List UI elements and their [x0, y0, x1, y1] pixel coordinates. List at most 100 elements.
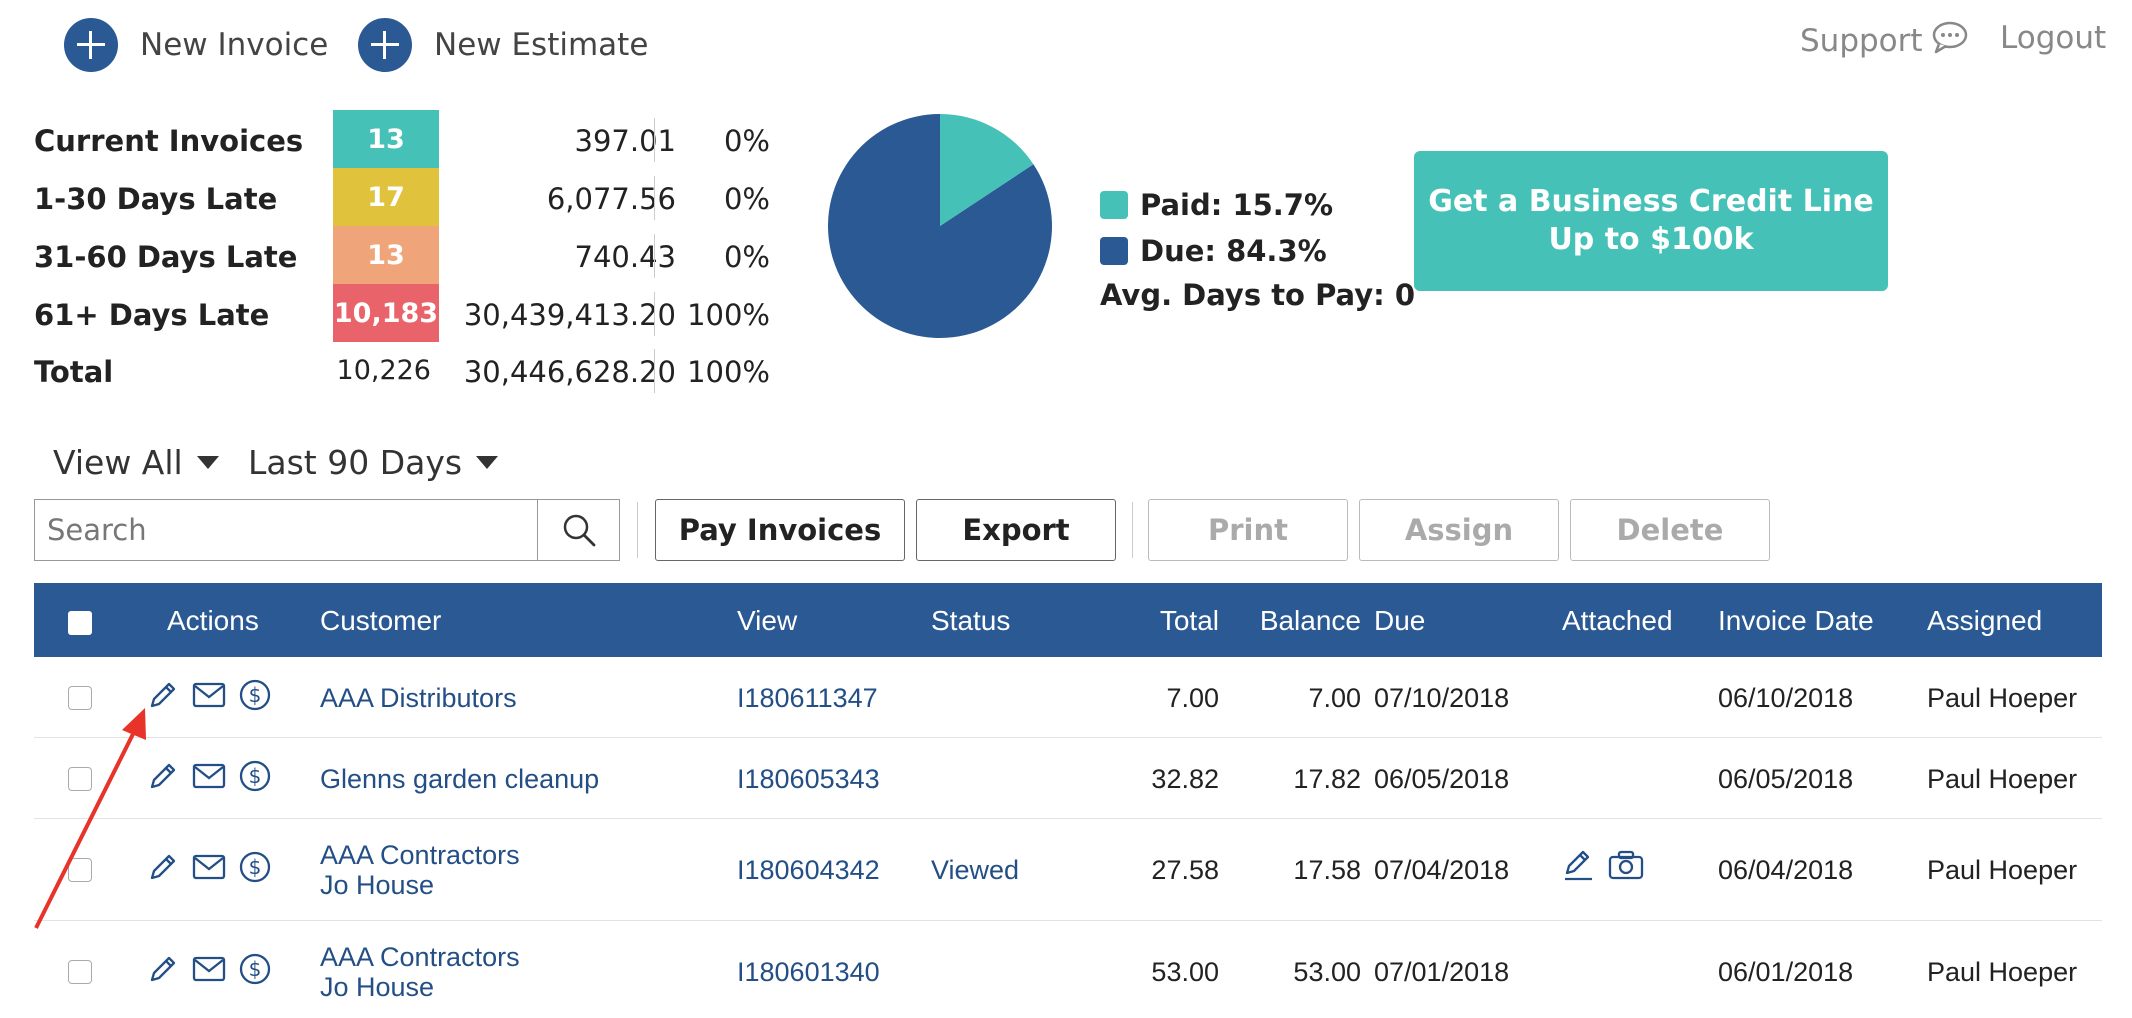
attached-note-icon[interactable]	[1562, 848, 1596, 887]
support-label: Support	[1800, 23, 1923, 59]
balance-value: 17.82	[1293, 763, 1361, 794]
row-checkbox[interactable]	[68, 766, 92, 791]
col-assigned[interactable]: Assigned	[1927, 605, 2043, 636]
summary-amount: 740.43	[574, 240, 676, 274]
summary-amount: 6,077.56	[546, 182, 676, 216]
table-row[interactable]: $ AAA Distributors I180611347 7.00 7.00 07/10…	[34, 657, 2102, 738]
payment-dollar-icon[interactable]: $	[238, 759, 272, 793]
table-header: Actions Customer View Status Total Balan…	[34, 583, 2102, 657]
payment-dollar-icon[interactable]: $	[238, 678, 272, 712]
export-button[interactable]: Export	[916, 499, 1116, 561]
summary-amount: 30,439,413.20	[463, 298, 676, 332]
edit-pencil-icon[interactable]	[146, 759, 180, 793]
search-button[interactable]	[537, 500, 619, 560]
email-icon[interactable]	[192, 853, 226, 881]
date-range-dropdown[interactable]: Last 90 Days	[248, 443, 499, 482]
new-invoice-label: New Invoice	[140, 27, 329, 63]
summary-count: 17	[333, 168, 439, 226]
customer-name: AAA Contractors	[320, 942, 520, 972]
edit-pencil-icon[interactable]	[146, 952, 180, 986]
support-link[interactable]: Support	[1800, 20, 1969, 62]
summary-amount: 397.01	[574, 124, 676, 158]
row-checkbox[interactable]	[68, 858, 92, 882]
col-due[interactable]: Due	[1374, 605, 1426, 636]
delete-button[interactable]: Delete	[1570, 499, 1770, 561]
new-estimate-button[interactable]: New Estimate	[358, 18, 648, 72]
toolbar-divider	[1132, 502, 1133, 558]
search-input[interactable]	[35, 500, 537, 560]
attached-photo-icon[interactable]	[1608, 850, 1644, 885]
credit-line2: Up to $100k	[1548, 222, 1754, 257]
summary-row[interactable]: 61+ Days Late 10,183 30,439,413.20 100%	[34, 284, 770, 342]
header-links: Support Logout	[0, 20, 2132, 60]
email-icon[interactable]	[192, 762, 226, 790]
print-button[interactable]: Print	[1148, 499, 1348, 561]
col-balance[interactable]: Balance	[1259, 605, 1361, 636]
summary-percent: 0%	[723, 182, 770, 216]
row-actions: $	[146, 678, 272, 712]
business-credit-line-button[interactable]: Get a Business Credit Line Up to $100k	[1414, 151, 1888, 291]
row-checkbox[interactable]	[68, 685, 92, 710]
summary-percent: 100%	[687, 355, 770, 389]
row-actions: $	[146, 850, 272, 884]
summary-count: 10,183	[333, 284, 439, 342]
new-invoice-button[interactable]: New Invoice	[64, 18, 328, 72]
due-date: 07/01/2018	[1374, 957, 1510, 987]
customer-link[interactable]: AAA Distributors	[320, 682, 517, 713]
summary-row[interactable]: 1-30 Days Late 17 6,077.56 0%	[34, 168, 770, 226]
total-value: 32.82	[1151, 763, 1219, 794]
customer-link[interactable]: AAA Contractors Jo House	[320, 942, 520, 1002]
legend-due-label: Due: 84.3%	[1140, 234, 1327, 268]
view-filter-label: View All	[53, 443, 183, 482]
summary-row[interactable]: Current Invoices 13 397.01 0%	[34, 110, 770, 168]
invoice-date: 06/04/2018	[1718, 855, 1854, 885]
email-icon[interactable]	[192, 955, 226, 983]
summary-label: 31-60 Days Late	[34, 240, 298, 274]
toolbar-divider	[637, 502, 638, 558]
customer-link[interactable]: AAA Contractors Jo House	[320, 840, 520, 900]
summary-row[interactable]: 31-60 Days Late 13 740.43 0%	[34, 226, 770, 284]
edit-pencil-icon[interactable]	[146, 678, 180, 712]
summary-row[interactable]: Total 10,226 30,446,628.20 100%	[34, 341, 770, 399]
assigned-user: Paul Hoeper	[1927, 855, 2078, 885]
table-row[interactable]: $ AAA Contractors Jo House I180601340 53.00 5…	[34, 921, 2102, 1018]
payment-dollar-icon[interactable]: $	[238, 952, 272, 986]
avg-days-to-pay: Avg. Days to Pay: 0	[1100, 278, 1416, 312]
select-all-checkbox[interactable]	[68, 611, 92, 635]
pay-invoices-button[interactable]: Pay Invoices	[655, 499, 905, 561]
caret-down-icon	[476, 456, 499, 469]
payment-dollar-icon[interactable]: $	[238, 850, 272, 884]
balance-value: 53.00	[1293, 957, 1361, 987]
table-row[interactable]: $ Glenns garden cleanup I180605343 32.82 17.…	[34, 738, 2102, 819]
summary-count: 10,226	[336, 354, 431, 386]
attachments	[1562, 848, 1644, 887]
logout-link[interactable]: Logout	[2000, 20, 2107, 56]
summary-amount: 30,446,628.20	[463, 355, 676, 389]
svg-text:$: $	[249, 855, 262, 879]
total-value: 27.58	[1151, 855, 1219, 885]
invoice-number-link[interactable]: I180611347	[737, 682, 878, 713]
col-attached: Attached	[1562, 605, 1673, 636]
plus-icon	[64, 18, 118, 72]
summary-divider	[654, 292, 655, 336]
assign-button[interactable]: Assign	[1359, 499, 1559, 561]
edit-pencil-icon[interactable]	[146, 850, 180, 884]
svg-text:$: $	[249, 764, 262, 788]
table-row[interactable]: $ AAA Contractors Jo House I180604342 Viewed…	[34, 819, 2102, 921]
col-view[interactable]: View	[737, 605, 798, 636]
col-total[interactable]: Total	[1159, 605, 1219, 636]
invoice-number-link[interactable]: I180604342	[737, 855, 880, 885]
invoice-number-link[interactable]: I180601340	[737, 957, 880, 987]
invoice-number-link[interactable]: I180605343	[737, 763, 880, 794]
legend-due: Due: 84.3%	[1100, 228, 1415, 274]
view-filter-dropdown[interactable]: View All	[53, 443, 219, 482]
col-customer[interactable]: Customer	[320, 605, 442, 636]
email-icon[interactable]	[192, 681, 226, 709]
customer-link[interactable]: Glenns garden cleanup	[320, 763, 600, 794]
balance-value: 7.00	[1308, 682, 1361, 713]
row-checkbox[interactable]	[68, 960, 92, 984]
caret-down-icon	[196, 456, 219, 469]
assigned-user: Paul Hoeper	[1927, 763, 2078, 794]
col-invoice-date[interactable]: Invoice Date	[1718, 605, 1874, 636]
col-status[interactable]: Status	[931, 605, 1011, 636]
